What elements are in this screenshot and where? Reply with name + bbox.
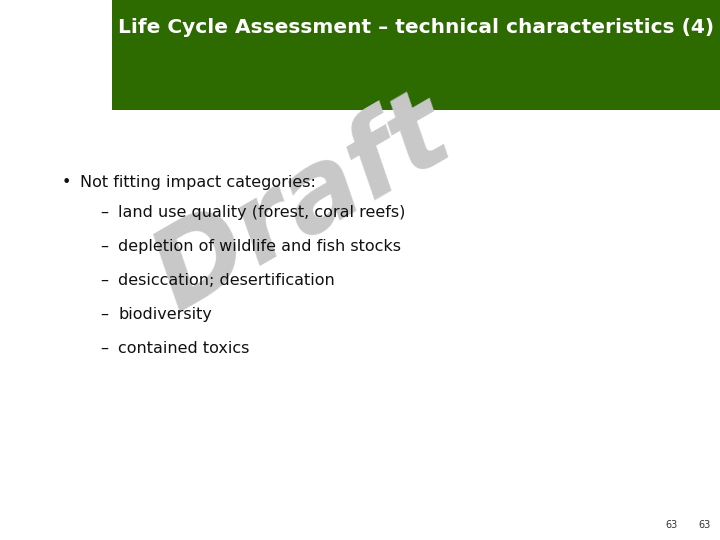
Text: 63: 63 [698,520,710,530]
Text: 63: 63 [665,520,678,530]
Text: –: – [100,205,108,220]
Text: Life Cycle Assessment – technical characteristics (4): Life Cycle Assessment – technical charac… [118,18,714,37]
Text: contained toxics: contained toxics [118,341,249,356]
Text: •: • [62,175,71,190]
Text: –: – [100,341,108,356]
Text: –: – [100,239,108,254]
Text: Draft: Draft [135,78,469,333]
Bar [112,55,720,110]
Text: –: – [100,307,108,322]
Text: desiccation; desertification: desiccation; desertification [118,273,335,288]
Text: Not fitting impact categories:: Not fitting impact categories: [80,175,316,190]
Text: land use quality (forest, coral reefs): land use quality (forest, coral reefs) [118,205,405,220]
Bar [112,0,720,55]
Text: biodiversity: biodiversity [118,307,212,322]
Text: –: – [100,273,108,288]
Text: depletion of wildlife and fish stocks: depletion of wildlife and fish stocks [118,239,401,254]
